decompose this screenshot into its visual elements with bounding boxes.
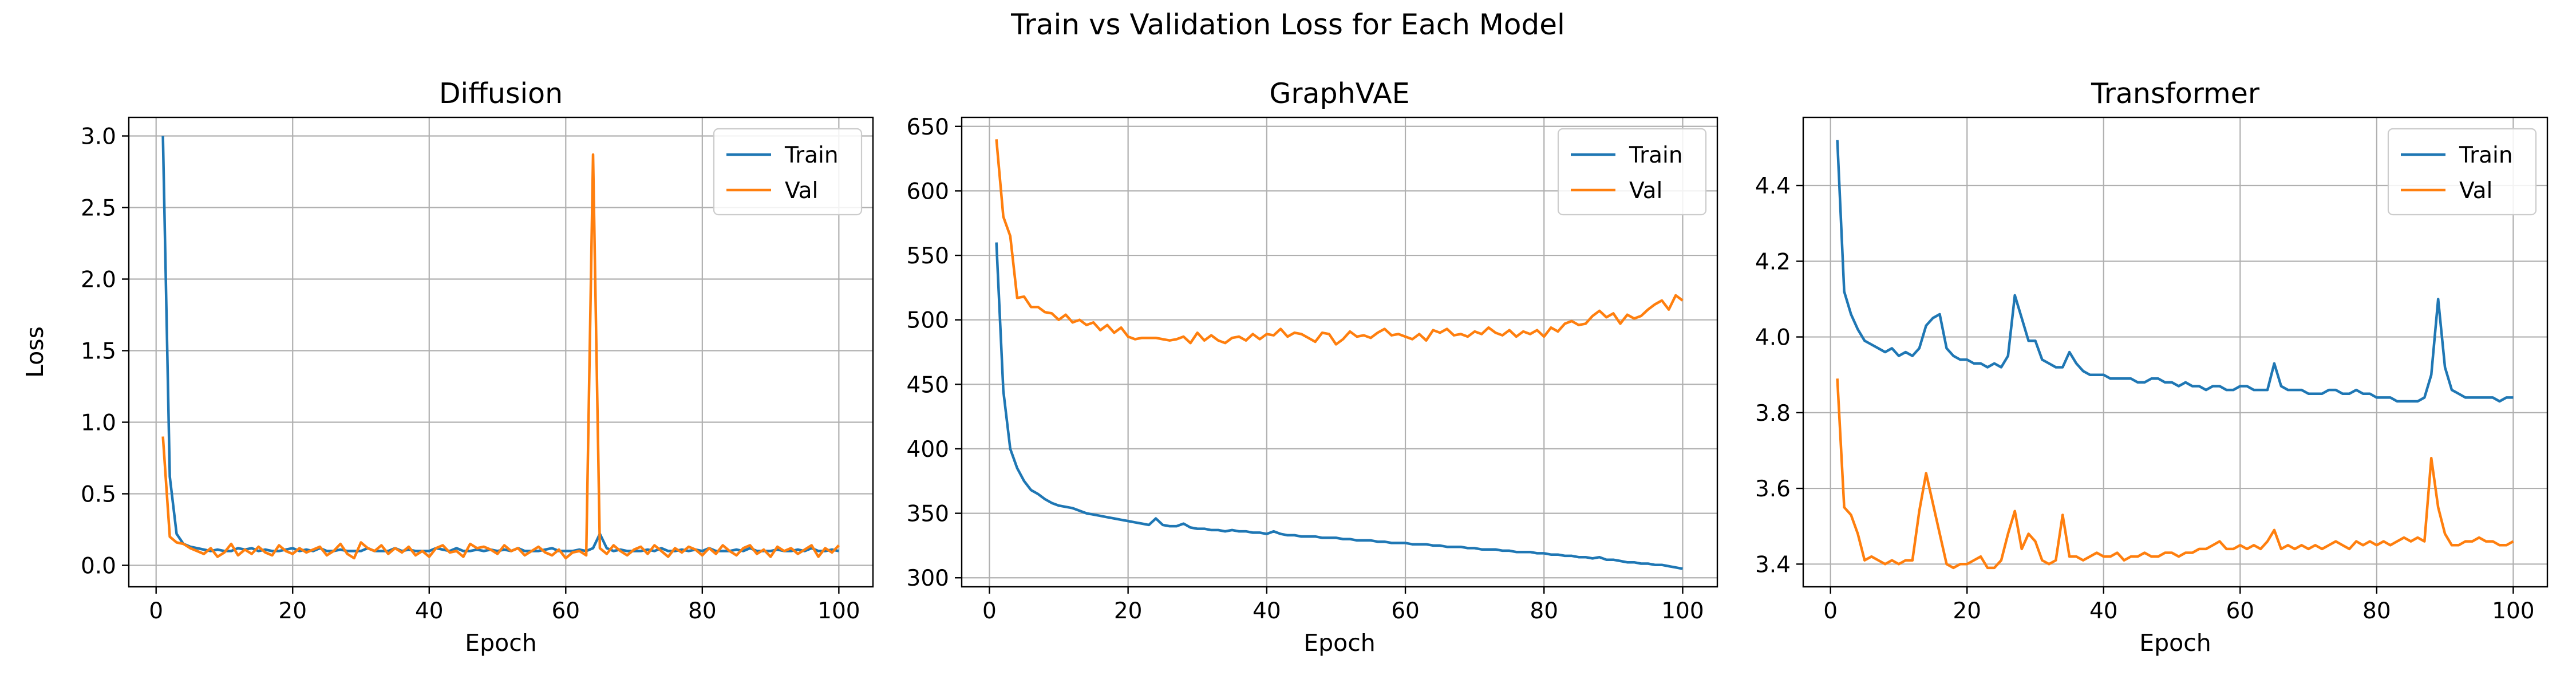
- x-tick-label: 20: [1114, 598, 1143, 624]
- x-tick-label: 40: [2089, 598, 2118, 624]
- legend: Train Val: [1557, 128, 1707, 216]
- y-tick-label: 1.0: [81, 410, 116, 436]
- legend-label-train: Train: [2459, 143, 2513, 168]
- y-tick-label: 1.5: [81, 339, 116, 365]
- x-tick-label: 80: [688, 598, 717, 624]
- x-tick-label: 40: [1253, 598, 1281, 624]
- y-tick-label: 4.0: [1755, 325, 1791, 351]
- x-axis-label: Epoch: [1303, 629, 1376, 657]
- x-tick-label: 40: [415, 598, 444, 624]
- legend: Train Val: [713, 128, 863, 216]
- legend-box: [2387, 128, 2537, 216]
- y-tick-label: 450: [907, 372, 949, 398]
- x-axis-label: Epoch: [465, 629, 537, 657]
- panel-title: Transformer: [2091, 77, 2260, 110]
- series-line-train: [995, 242, 1683, 570]
- chart-panel-3: 0 20 40 60 80 100 3.4 3.6 3.8 4.0 4.2 4.4 Transforme…: [1755, 77, 2549, 657]
- panel-title: Diffusion: [439, 77, 563, 110]
- legend-label-val: Val: [1629, 178, 1662, 204]
- chart-panel-2: 0 20 40 60 80 100 300 350 400 450 500 550 600 650 Grap…: [907, 77, 1718, 657]
- y-tick-label: 0.5: [81, 482, 116, 508]
- legend-label-train: Train: [784, 143, 839, 168]
- y-tick-label: 350: [907, 502, 949, 527]
- series-line-train: [1836, 140, 2514, 403]
- x-tick-label: 20: [1953, 598, 1981, 624]
- y-tick-label: 3.0: [81, 124, 116, 150]
- x-tick-label: 80: [2362, 598, 2391, 624]
- series-line-val: [995, 139, 1684, 346]
- x-tick-label: 60: [2226, 598, 2254, 624]
- series-line-val: [1836, 378, 2514, 570]
- y-tick-label: 2.0: [81, 267, 116, 293]
- chart-panels: 0 20 40 60 80 100 0.0 0.5 1.0 1.5 2.0 2.5 3.0 Diffusi…: [21, 77, 2549, 657]
- panel-title: GraphVAE: [1269, 77, 1409, 110]
- y-tick-label: 3.6: [1755, 476, 1791, 502]
- y-tick-label: 3.8: [1755, 401, 1791, 427]
- x-tick-label: 100: [817, 598, 860, 624]
- legend-label-val: Val: [2459, 178, 2492, 204]
- y-axis-label: Loss: [21, 326, 49, 378]
- chart-panel-1: 0 20 40 60 80 100 0.0 0.5 1.0 1.5 2.0 2.5 3.0 Diffusi…: [21, 77, 874, 657]
- x-tick-label: 100: [1661, 598, 1704, 624]
- figure-suptitle: Train vs Validation Loss for Each Model: [1010, 8, 1565, 41]
- y-tick-label: 550: [907, 243, 949, 269]
- legend-label-train: Train: [1629, 143, 1683, 168]
- y-tick-label: 4.4: [1755, 173, 1791, 199]
- axes-frame: [961, 116, 1718, 588]
- x-tick-label: 20: [278, 598, 307, 624]
- legend-box: [1557, 128, 1707, 216]
- series-line-val: [161, 153, 840, 560]
- y-tick-label: 4.2: [1755, 249, 1791, 275]
- y-tick-label: 2.5: [81, 196, 116, 222]
- x-tick-label: 0: [1823, 598, 1838, 624]
- x-tick-label: 80: [1530, 598, 1558, 624]
- x-tick-label: 60: [551, 598, 580, 624]
- y-tick-label: 0.0: [81, 554, 116, 579]
- x-tick-label: 100: [2492, 598, 2534, 624]
- x-tick-label: 0: [982, 598, 997, 624]
- x-tick-label: 0: [149, 598, 163, 624]
- y-tick-label: 500: [907, 308, 949, 334]
- x-axis-label: Epoch: [2139, 629, 2211, 657]
- y-tick-label: 3.4: [1755, 552, 1791, 578]
- y-tick-label: 300: [907, 566, 949, 591]
- legend-label-val: Val: [785, 178, 818, 204]
- y-tick-label: 650: [907, 114, 949, 140]
- legend: Train Val: [2387, 128, 2537, 216]
- legend-box: [713, 128, 863, 216]
- axes-frame: [128, 116, 874, 588]
- x-tick-label: 60: [1391, 598, 1420, 624]
- y-tick-label: 400: [907, 437, 949, 463]
- y-tick-label: 600: [907, 179, 949, 204]
- axes-frame: [1802, 116, 2549, 588]
